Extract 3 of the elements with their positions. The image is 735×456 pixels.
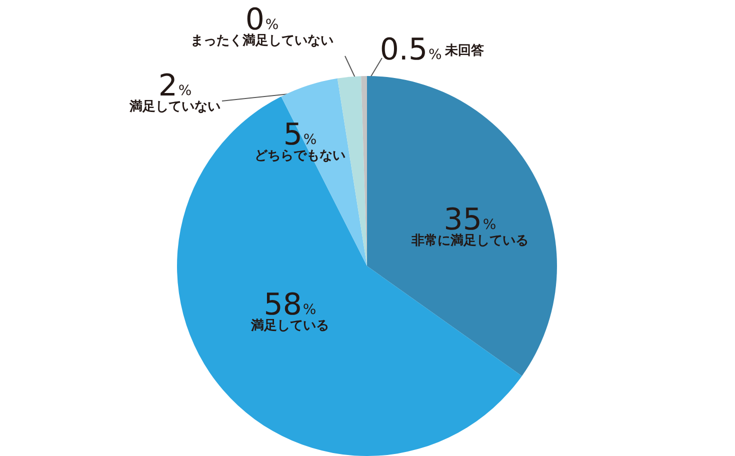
slice-label: 未回答 bbox=[444, 44, 484, 58]
data-label: 0.5% bbox=[380, 32, 442, 68]
slice-label: 満足していない bbox=[128, 100, 220, 114]
